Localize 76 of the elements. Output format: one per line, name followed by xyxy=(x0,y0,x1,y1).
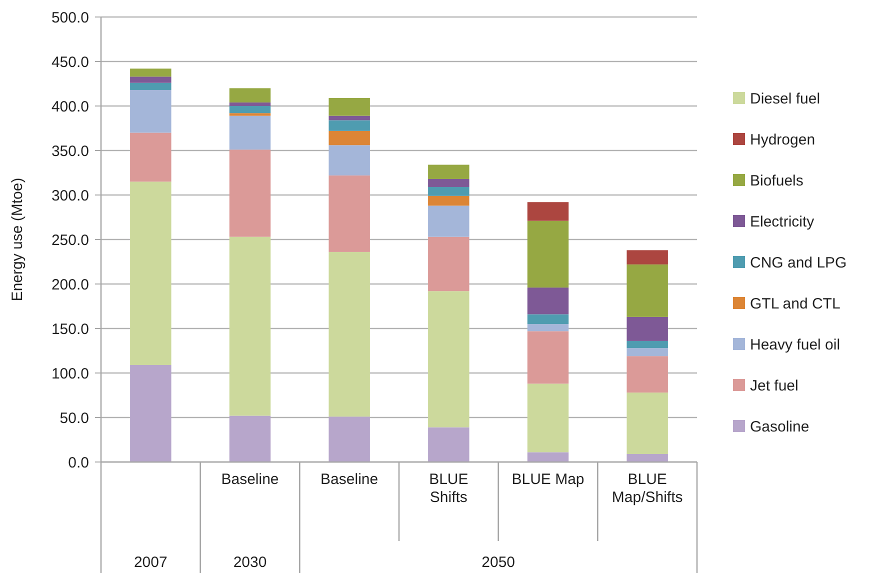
x-tick-label: Baseline xyxy=(320,471,378,488)
y-tick-label: 250.0 xyxy=(51,232,89,249)
bar xyxy=(626,454,668,462)
legend-label: Jet fuel xyxy=(750,377,798,394)
bar xyxy=(328,145,370,176)
bar xyxy=(328,116,370,120)
bar xyxy=(130,76,172,83)
legend-label: Electricity xyxy=(750,213,815,230)
y-tick-label: 150.0 xyxy=(51,320,89,338)
bar xyxy=(229,416,271,462)
bar xyxy=(328,416,370,462)
text: 2007 xyxy=(134,554,168,571)
bar xyxy=(428,186,470,196)
bar xyxy=(130,364,172,462)
bar xyxy=(229,236,271,416)
bar xyxy=(130,182,172,365)
text: 2030 xyxy=(233,554,267,571)
y-tick-label: 50.0 xyxy=(60,410,89,427)
bar xyxy=(229,116,271,150)
legend-label: Gasoline xyxy=(750,418,810,436)
legend-label: Diesel fuel xyxy=(750,90,820,108)
legend-label: Hydrogen xyxy=(750,131,816,148)
bar xyxy=(527,314,569,324)
legend-label: Biofuels xyxy=(750,172,804,190)
bar xyxy=(130,132,172,182)
x-tick-label: Baseline xyxy=(221,471,279,488)
bar xyxy=(229,102,271,106)
bar xyxy=(626,250,668,264)
bar xyxy=(130,68,172,77)
bar xyxy=(626,264,668,317)
bar xyxy=(229,150,271,237)
bar xyxy=(328,98,370,116)
bar xyxy=(229,106,271,114)
bar xyxy=(328,120,370,131)
bar xyxy=(428,196,470,206)
bar xyxy=(130,82,172,90)
y-tick-label: 200.0 xyxy=(51,276,89,294)
x-tick-label: BLUE Map xyxy=(512,471,584,488)
bar xyxy=(626,392,668,454)
y-axis-title: Energy use (Mtoe) xyxy=(9,178,26,302)
x-tick-label: BLUE Shifts xyxy=(429,471,468,506)
y-tick-label: 0.0 xyxy=(68,454,89,472)
bar xyxy=(626,316,668,341)
bar xyxy=(527,331,569,384)
legend-label: GTL and CTL xyxy=(750,295,840,312)
text: 2050 xyxy=(482,554,516,571)
y-tick-label: 350.0 xyxy=(51,142,89,160)
bar xyxy=(428,427,470,462)
bar xyxy=(428,236,470,292)
bar xyxy=(328,130,370,146)
bar xyxy=(428,178,470,187)
bar xyxy=(130,90,172,133)
bar xyxy=(626,340,668,348)
legend-label: CNG and LPG xyxy=(750,254,847,272)
bar xyxy=(527,288,569,314)
bar xyxy=(428,164,470,179)
bar xyxy=(527,220,569,288)
y-tick-label: 450.0 xyxy=(51,54,89,71)
bar xyxy=(328,252,370,417)
y-tick-label: 400.0 xyxy=(51,98,89,116)
bar xyxy=(527,384,569,452)
y-tick-label: 300.0 xyxy=(51,187,89,204)
bar xyxy=(428,291,470,428)
bar xyxy=(328,175,370,252)
bar xyxy=(527,324,569,332)
bar xyxy=(527,202,569,221)
y-tick-label: 100.0 xyxy=(51,365,89,382)
bar xyxy=(428,206,470,237)
x-tick-label: BLUE Map/Shifts xyxy=(612,471,683,506)
y-tick-label: 500.0 xyxy=(51,9,89,26)
bar xyxy=(229,88,271,102)
legend-label: Heavy fuel oil xyxy=(750,336,840,354)
bar xyxy=(229,113,271,116)
bar xyxy=(626,348,668,356)
bar xyxy=(626,356,668,393)
bar xyxy=(527,452,569,462)
